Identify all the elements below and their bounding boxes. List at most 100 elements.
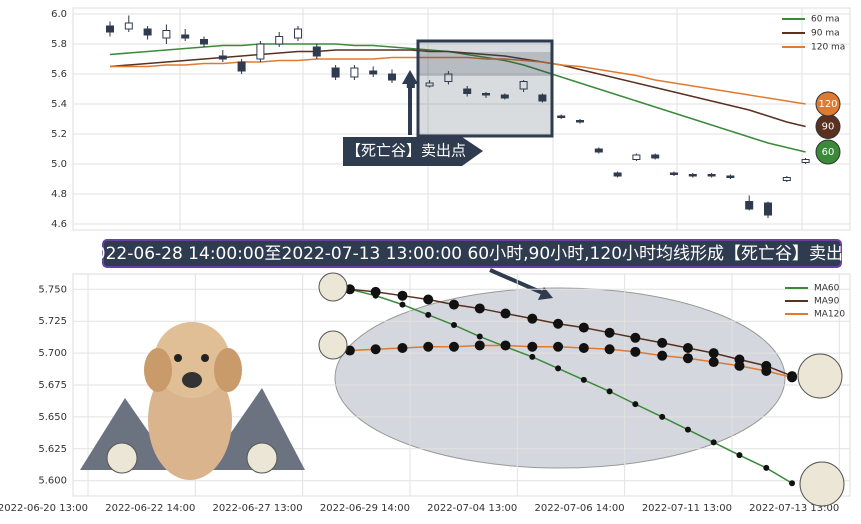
point bbox=[632, 401, 639, 408]
candle-body bbox=[500, 94, 509, 99]
annotation: 【死亡谷】卖出点 bbox=[346, 142, 466, 160]
point bbox=[630, 332, 641, 343]
candle-body bbox=[106, 25, 114, 33]
point bbox=[604, 327, 615, 338]
x-tick-label: 2022-06-20 13:00 bbox=[0, 503, 88, 514]
candle-body bbox=[331, 67, 340, 78]
banner: 2022-06-28 14:00:00至2022-07-13 13:00:00 … bbox=[84, 244, 860, 264]
point bbox=[423, 294, 434, 305]
candle-body bbox=[538, 94, 547, 102]
point bbox=[604, 344, 615, 355]
candle-body bbox=[688, 174, 697, 177]
candle-body bbox=[124, 22, 133, 30]
candle-body bbox=[294, 28, 302, 39]
point bbox=[500, 340, 511, 351]
candle-body bbox=[425, 82, 434, 87]
decoration bbox=[80, 272, 845, 507]
point bbox=[527, 313, 538, 324]
point bbox=[555, 365, 562, 372]
point bbox=[789, 480, 796, 487]
point bbox=[682, 353, 693, 364]
y-tick-label: 5.675 bbox=[38, 380, 67, 391]
point bbox=[370, 344, 381, 355]
legend-label: MA120 bbox=[814, 310, 845, 320]
candle-body bbox=[519, 81, 528, 90]
x-tick-label: 2022-06-29 14:00 bbox=[320, 503, 410, 514]
point bbox=[397, 290, 408, 301]
candle-body bbox=[576, 120, 584, 123]
y-tick-label: 6.0 bbox=[51, 9, 67, 20]
legend-label: 90 ma bbox=[811, 29, 840, 39]
top-vgrid bbox=[179, 8, 803, 230]
banner-box bbox=[102, 239, 842, 268]
candle-body bbox=[482, 93, 490, 96]
highlight-band bbox=[418, 52, 552, 76]
point bbox=[553, 318, 564, 329]
y-tick-label: 4.8 bbox=[51, 189, 67, 200]
candle-body bbox=[463, 88, 472, 94]
candle-body bbox=[237, 61, 246, 72]
candle-body bbox=[218, 55, 227, 60]
point bbox=[553, 341, 564, 352]
annotation-box bbox=[343, 137, 483, 166]
end-marker bbox=[815, 139, 841, 165]
point bbox=[578, 343, 589, 353]
point bbox=[399, 301, 406, 308]
candle-body bbox=[275, 36, 284, 45]
legend-label: 120 ma bbox=[811, 43, 845, 53]
point bbox=[500, 308, 511, 319]
y-tick-label: 5.8 bbox=[51, 39, 67, 50]
point bbox=[527, 341, 538, 352]
point bbox=[708, 348, 719, 359]
arrow-head bbox=[402, 70, 418, 84]
point bbox=[344, 345, 355, 356]
point bbox=[763, 464, 770, 471]
candle-body bbox=[670, 172, 678, 175]
y-tick-label: 5.4 bbox=[51, 99, 67, 110]
x-tick-label: 2022-06-27 13:00 bbox=[213, 503, 303, 514]
x-tick-label: 2022-06-22 14:00 bbox=[105, 503, 195, 514]
point bbox=[682, 343, 693, 353]
end-label: 120 bbox=[818, 99, 837, 110]
candle-body bbox=[557, 115, 566, 118]
x-tick-label: 2022-07-04 13:00 bbox=[427, 503, 517, 514]
candle-body bbox=[369, 70, 378, 75]
arrow-head bbox=[538, 287, 553, 300]
highlight-ellipse bbox=[334, 287, 786, 469]
y-tick-label: 5.2 bbox=[51, 129, 67, 140]
point bbox=[425, 311, 432, 318]
ma-line bbox=[349, 288, 793, 484]
point bbox=[657, 350, 668, 361]
candle-body bbox=[745, 201, 754, 210]
candle-body bbox=[444, 73, 453, 82]
point bbox=[659, 413, 666, 420]
candle-body bbox=[613, 172, 622, 177]
point bbox=[761, 365, 772, 376]
point bbox=[657, 337, 668, 348]
candle-body bbox=[143, 28, 152, 36]
point bbox=[397, 343, 408, 353]
point bbox=[708, 357, 719, 368]
y-tick-label: 5.600 bbox=[38, 476, 67, 487]
point bbox=[578, 322, 589, 333]
candle-body bbox=[181, 34, 190, 39]
x-tick-label: 2022-07-13 13:00 bbox=[749, 503, 839, 514]
candle-body bbox=[707, 174, 716, 177]
y-tick-label: 5.750 bbox=[38, 284, 67, 295]
point bbox=[606, 388, 613, 395]
point bbox=[474, 303, 485, 314]
bottom-plot: 5.600 5.625 5.650 5.675 5.700 5.725 5.750 2022-… bbox=[0, 274, 850, 514]
y-tick-label: 5.725 bbox=[38, 316, 67, 327]
candle-body bbox=[594, 148, 603, 153]
y-tick-label: 5.6 bbox=[51, 69, 67, 80]
end-marker bbox=[815, 91, 841, 117]
top-plot: 4.6 4.8 5.0 5.2 5.4 5.6 5.8 6.0 60 60 ma 90 90 ma 12… bbox=[51, 9, 850, 230]
y-tick-label: 5.0 bbox=[51, 159, 67, 170]
candle-body bbox=[162, 30, 171, 39]
legend-label: 60 ma bbox=[811, 15, 840, 25]
top-frame bbox=[72, 7, 851, 231]
candle-body bbox=[632, 154, 641, 160]
end-label: 60 bbox=[822, 147, 835, 158]
